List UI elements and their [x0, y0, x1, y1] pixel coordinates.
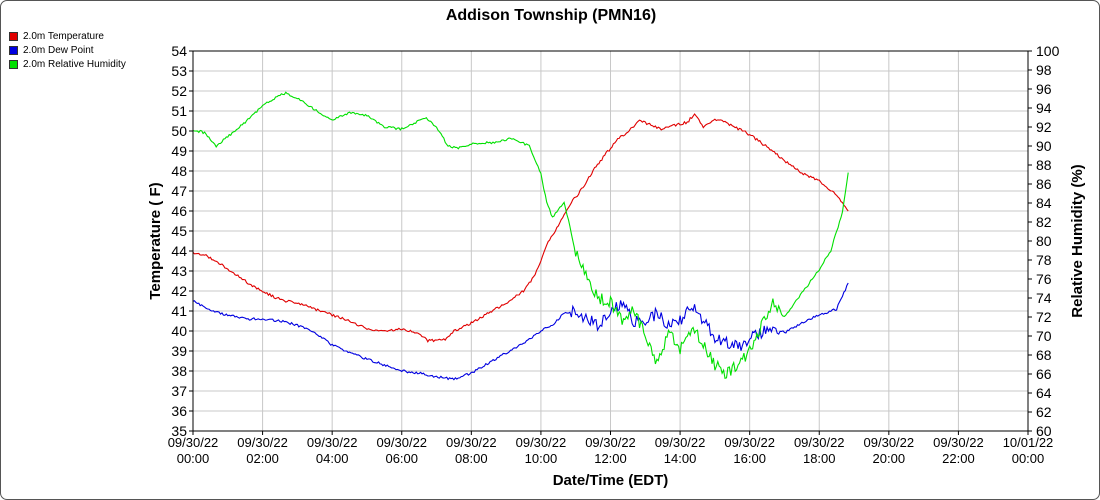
x-tick-label-time: 00:00 [177, 451, 210, 466]
x-tick-label-date: 09/30/22 [655, 435, 706, 450]
y2-tick-label: 72 [1036, 309, 1052, 325]
y-tick-label: 37 [171, 383, 187, 399]
y2-tick-label: 94 [1036, 100, 1052, 116]
y-tick-label: 51 [171, 103, 187, 119]
legend-swatch [9, 31, 18, 41]
x-tick-label-date: 10/01/22 [1003, 435, 1054, 450]
x-tick-label-date: 09/30/22 [933, 435, 984, 450]
y-tick-label: 39 [171, 343, 187, 359]
y2-tick-label: 66 [1036, 366, 1052, 382]
y2-tick-label: 90 [1036, 138, 1052, 154]
y2-tick-label: 80 [1036, 233, 1052, 249]
x-tick-label-date: 09/30/22 [794, 435, 845, 450]
y2-tick-label: 88 [1036, 157, 1052, 173]
y-tick-label: 53 [171, 63, 187, 79]
y2-tick-label: 100 [1036, 43, 1060, 59]
y2-tick-label: 82 [1036, 214, 1052, 230]
y2-tick-label: 64 [1036, 385, 1052, 401]
x-tick-label-time: 04:00 [316, 451, 349, 466]
chart-title: Addison Township (PMN16) [446, 7, 656, 24]
y2-tick-label: 84 [1036, 195, 1052, 211]
y-tick-label: 45 [171, 223, 187, 239]
y-tick-label: 35 [171, 423, 187, 439]
x-tick-label-date: 09/30/22 [237, 435, 288, 450]
y2-tick-label: 98 [1036, 62, 1052, 78]
y-tick-label: 43 [171, 263, 187, 279]
y-tick-label: 49 [171, 143, 187, 159]
plot-area-border [192, 50, 1029, 432]
x-tick-label-time: 06:00 [385, 451, 418, 466]
x-tick-label-time: 18:00 [803, 451, 836, 466]
x-tick-label-date: 09/30/22 [585, 435, 636, 450]
y2-tick-label: 62 [1036, 404, 1052, 420]
legend: 2.0m Temperature 2.0m Dew Point 2.0m Relat… [9, 29, 126, 71]
x-tick-label-time: 08:00 [455, 451, 488, 466]
x-tick-label-time: 02:00 [246, 451, 279, 466]
x-tick-label-date: 09/30/22 [446, 435, 497, 450]
x-tick-label-time: 16:00 [733, 451, 766, 466]
x-tick-label-time: 20:00 [873, 451, 906, 466]
y-tick-label: 54 [171, 43, 187, 59]
legend-label: 2.0m Temperature [23, 30, 104, 42]
legend-item: 2.0m Temperature [9, 29, 126, 43]
series-line-2-0m-dew-point [192, 282, 849, 381]
x-tick-label-date: 09/30/22 [864, 435, 915, 450]
x-tick-label-time: 10:00 [525, 451, 558, 466]
y-tick-label: 44 [171, 243, 187, 259]
y2-axis-label: Relative Humidity (%) [1069, 164, 1086, 317]
y2-tick-label: 76 [1036, 271, 1052, 287]
x-tick-label-time: 12:00 [594, 451, 627, 466]
y2-tick-label: 78 [1036, 252, 1052, 268]
y-tick-label: 42 [171, 283, 187, 299]
y2-tick-label: 68 [1036, 347, 1052, 363]
legend-swatch [9, 45, 18, 55]
y-tick-label: 52 [171, 83, 187, 99]
legend-swatch [9, 59, 18, 69]
y2-tick-label: 86 [1036, 176, 1052, 192]
y2-tick-label: 74 [1036, 290, 1052, 306]
x-tick-label-time: 14:00 [664, 451, 697, 466]
y-tick-label: 48 [171, 163, 187, 179]
y2-tick-label: 60 [1036, 423, 1052, 439]
y2-tick-label: 92 [1036, 119, 1052, 135]
legend-item: 2.0m Dew Point [9, 43, 126, 57]
y-tick-label: 46 [171, 203, 187, 219]
x-tick-label-date: 09/30/22 [168, 435, 219, 450]
y-tick-label: 41 [171, 303, 187, 319]
y-tick-label: 40 [171, 323, 187, 339]
series-line-2-0m-relative-humidity [192, 91, 849, 380]
legend-label: 2.0m Dew Point [23, 44, 94, 56]
y-tick-label: 47 [171, 183, 187, 199]
x-tick-label-time: 22:00 [942, 451, 975, 466]
legend-item: 2.0m Relative Humidity [9, 57, 126, 71]
x-tick-label-time: 00:00 [1012, 451, 1045, 466]
x-tick-label-date: 09/30/22 [376, 435, 427, 450]
x-tick-label-date: 09/30/22 [724, 435, 775, 450]
series-line-2-0m-temperature [192, 113, 849, 343]
x-axis-label: Date/Time (EDT) [553, 472, 669, 489]
y2-tick-label: 96 [1036, 81, 1052, 97]
y-tick-label: 38 [171, 363, 187, 379]
x-tick-label-date: 09/30/22 [516, 435, 567, 450]
y-tick-label: 50 [171, 123, 187, 139]
y-tick-label: 36 [171, 403, 187, 419]
x-tick-label-date: 09/30/22 [307, 435, 358, 450]
y2-tick-label: 70 [1036, 328, 1052, 344]
legend-label: 2.0m Relative Humidity [23, 58, 126, 70]
y-axis-label: Temperature ( F) [147, 182, 164, 299]
